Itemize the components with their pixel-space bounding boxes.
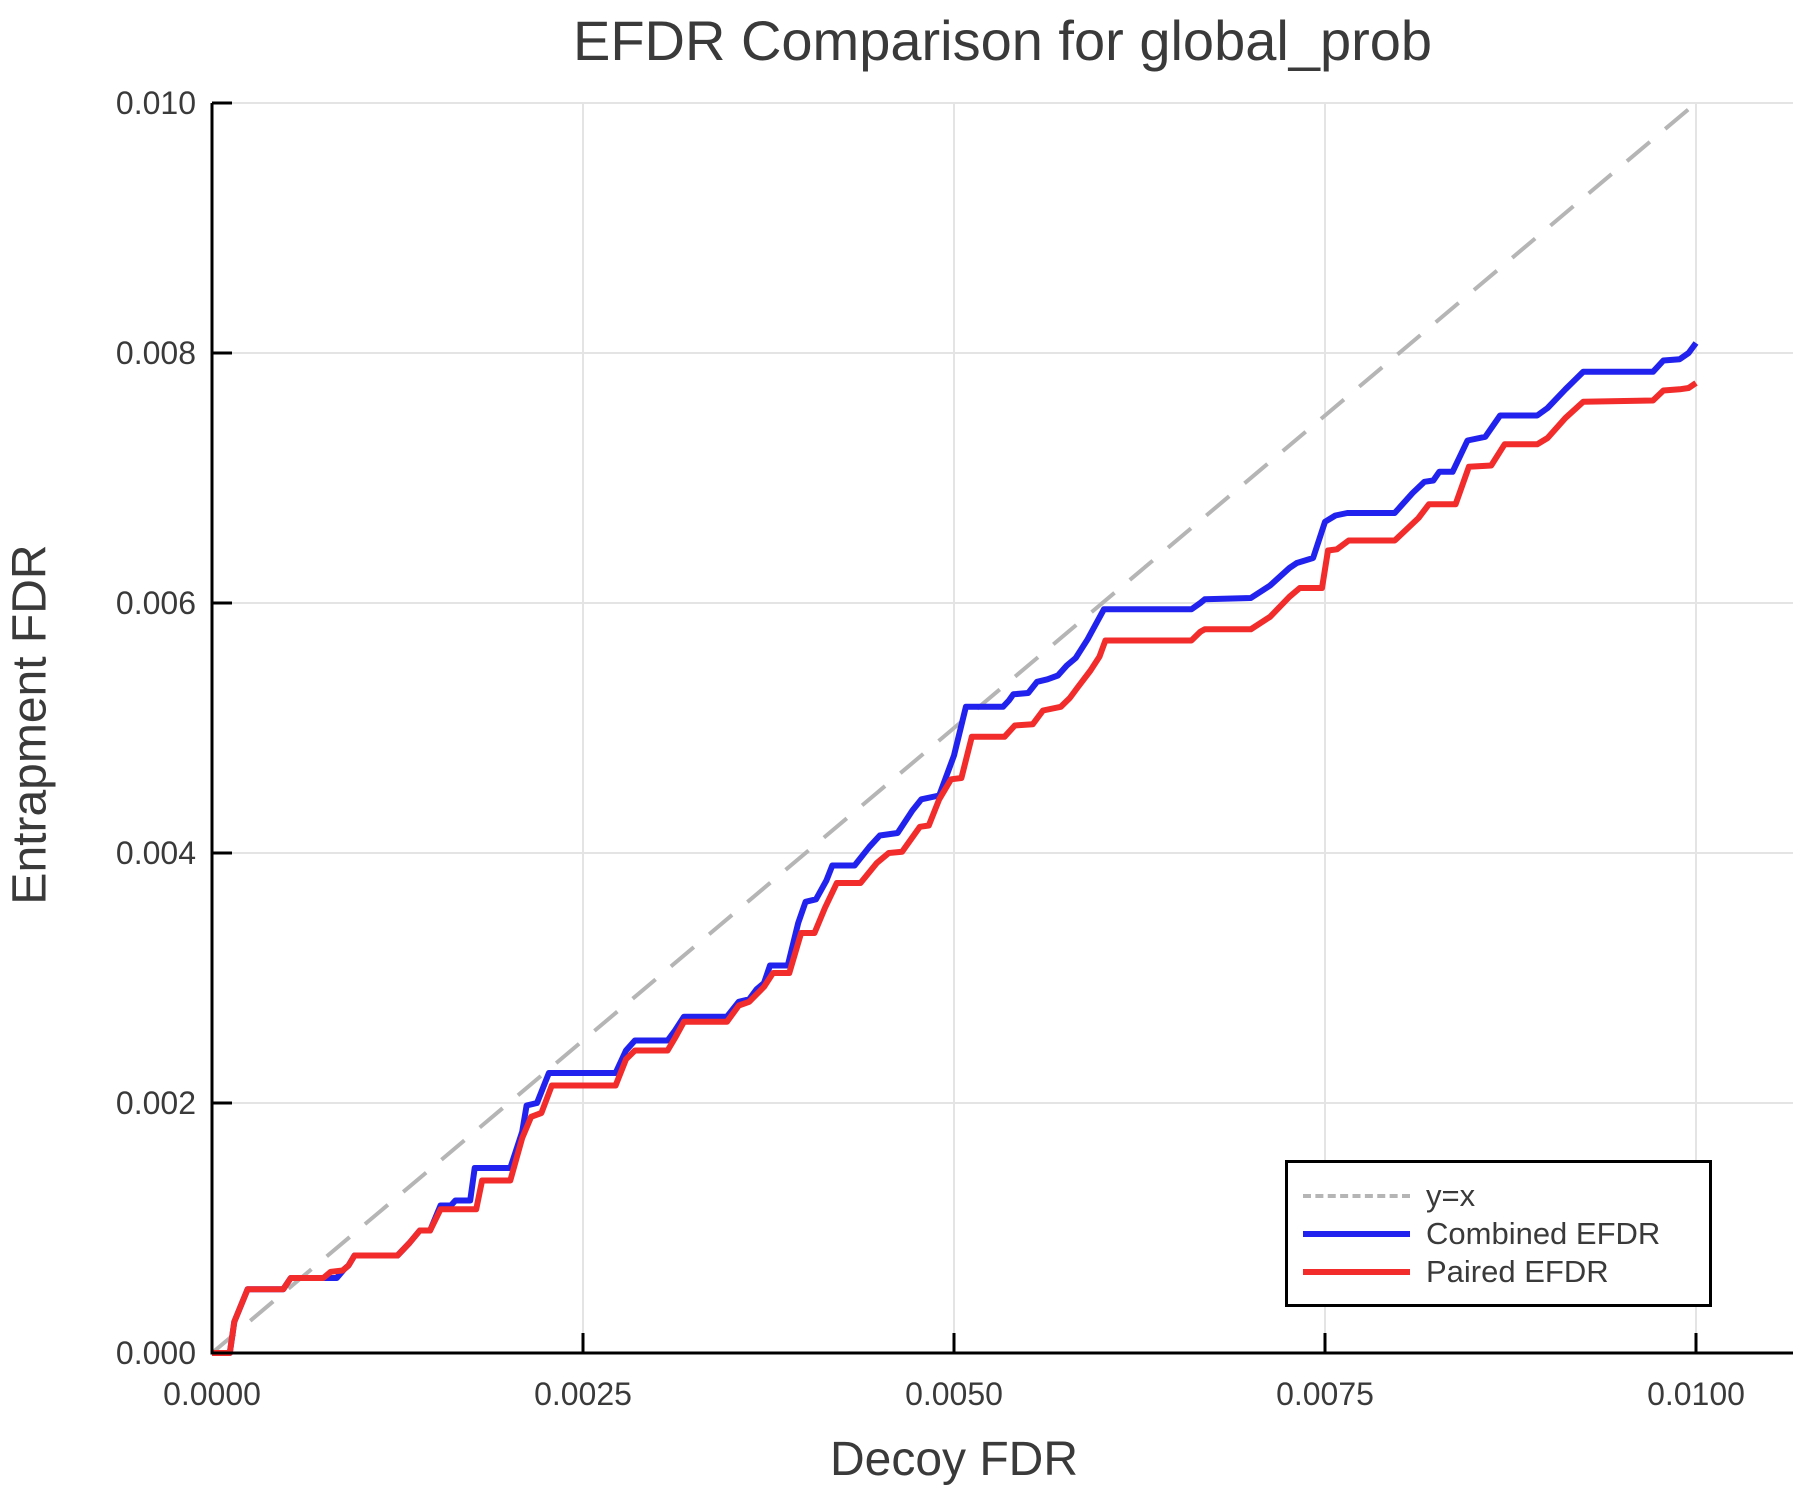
legend-label-yx: y=x bbox=[1426, 1178, 1476, 1213]
y-tick-label: 0.004 bbox=[116, 835, 196, 871]
legend: y=x Combined EFDR Paired EFDR bbox=[1285, 1160, 1712, 1307]
x-axis-label: Decoy FDR bbox=[829, 1433, 1079, 1486]
y-tick-label: 0.002 bbox=[116, 1085, 196, 1121]
paired-efdr-line bbox=[212, 380, 1698, 1356]
legend-entry-paired-efdr: Paired EFDR bbox=[1303, 1254, 1709, 1289]
y-tick-label: 0.000 bbox=[116, 1335, 196, 1371]
legend-sample-paired-line bbox=[1303, 1268, 1410, 1275]
y-tick-label: 0.006 bbox=[116, 585, 196, 621]
combined-efdr-line bbox=[212, 341, 1699, 1356]
legend-entry-combined-efdr: Combined EFDR bbox=[1303, 1216, 1709, 1251]
legend-label-combined: Combined EFDR bbox=[1426, 1216, 1661, 1251]
legend-sample-combined-line bbox=[1303, 1230, 1410, 1237]
x-tick-label: 0.0100 bbox=[1647, 1376, 1745, 1412]
x-tick-label: 0.0025 bbox=[534, 1376, 632, 1412]
y-tick-label: 0.010 bbox=[116, 85, 196, 121]
y-tick-label: 0.008 bbox=[116, 335, 196, 371]
x-tick-label: 0.0050 bbox=[905, 1376, 1003, 1412]
identity-line bbox=[210, 101, 1698, 1355]
x-tick-label: 0.0075 bbox=[1276, 1376, 1374, 1412]
legend-sample-yx-line bbox=[1303, 1193, 1410, 1198]
y-axis-label: Entrapment FDR bbox=[3, 544, 57, 905]
legend-label-paired: Paired EFDR bbox=[1426, 1254, 1609, 1289]
chart-title: EFDR Comparison for global_prob bbox=[572, 9, 1433, 72]
x-tick-label: 0.0000 bbox=[163, 1376, 261, 1412]
legend-entry-yx: y=x bbox=[1303, 1178, 1709, 1213]
